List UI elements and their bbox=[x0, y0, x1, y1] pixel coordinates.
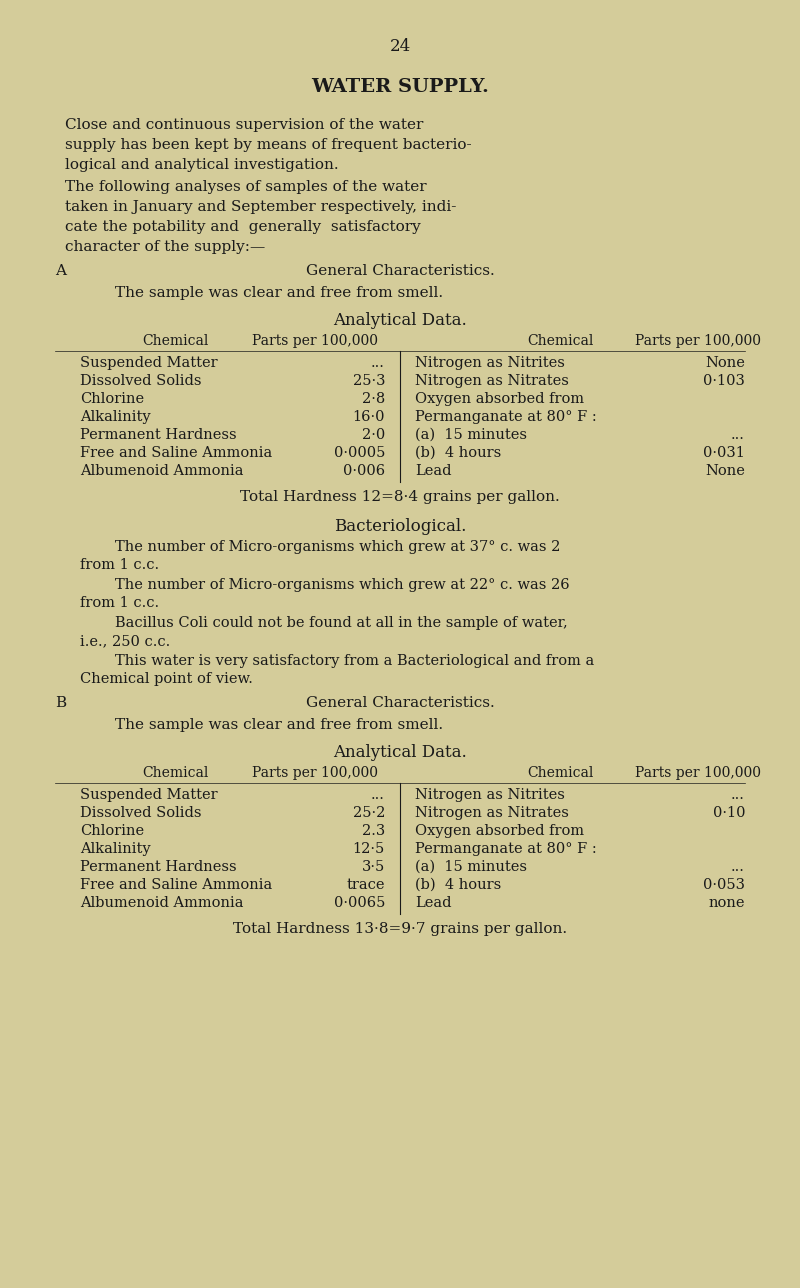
Text: The number of Micro-organisms which grew at 37° c. was 2: The number of Micro-organisms which grew… bbox=[115, 540, 560, 554]
Text: Bacteriological.: Bacteriological. bbox=[334, 518, 466, 535]
Text: Chlorine: Chlorine bbox=[80, 392, 144, 406]
Text: Close and continuous supervision of the water: Close and continuous supervision of the … bbox=[65, 118, 423, 131]
Text: supply has been kept by means of frequent bacterio-: supply has been kept by means of frequen… bbox=[65, 138, 472, 152]
Text: 0·0065: 0·0065 bbox=[334, 896, 385, 911]
Text: Oxygen absorbed from: Oxygen absorbed from bbox=[415, 392, 584, 406]
Text: 16·0: 16·0 bbox=[353, 410, 385, 424]
Text: Alkalinity: Alkalinity bbox=[80, 410, 150, 424]
Text: Parts per 100,000: Parts per 100,000 bbox=[252, 334, 378, 348]
Text: (a)  15 minutes: (a) 15 minutes bbox=[415, 428, 527, 442]
Text: 25·3: 25·3 bbox=[353, 374, 385, 388]
Text: 2·8: 2·8 bbox=[362, 392, 385, 406]
Text: ...: ... bbox=[731, 860, 745, 875]
Text: Chlorine: Chlorine bbox=[80, 824, 144, 838]
Text: 0·031: 0·031 bbox=[703, 446, 745, 460]
Text: 25·2: 25·2 bbox=[353, 806, 385, 820]
Text: 0·053: 0·053 bbox=[703, 878, 745, 893]
Text: Permanganate at 80° F :: Permanganate at 80° F : bbox=[415, 842, 597, 857]
Text: Analytical Data.: Analytical Data. bbox=[333, 312, 467, 328]
Text: General Characteristics.: General Characteristics. bbox=[306, 264, 494, 278]
Text: Chemical: Chemical bbox=[142, 334, 208, 348]
Text: Nitrogen as Nitrites: Nitrogen as Nitrites bbox=[415, 788, 565, 802]
Text: 2.3: 2.3 bbox=[362, 824, 385, 838]
Text: Suspended Matter: Suspended Matter bbox=[80, 355, 218, 370]
Text: from 1 c.c.: from 1 c.c. bbox=[80, 596, 159, 611]
Text: Permanganate at 80° F :: Permanganate at 80° F : bbox=[415, 410, 597, 424]
Text: Parts per 100,000: Parts per 100,000 bbox=[635, 334, 761, 348]
Text: 0·103: 0·103 bbox=[703, 374, 745, 388]
Text: B: B bbox=[55, 696, 66, 710]
Text: ...: ... bbox=[371, 355, 385, 370]
Text: Dissolved Solids: Dissolved Solids bbox=[80, 374, 202, 388]
Text: (b)  4 hours: (b) 4 hours bbox=[415, 446, 502, 460]
Text: logical and analytical investigation.: logical and analytical investigation. bbox=[65, 158, 338, 173]
Text: 3·5: 3·5 bbox=[362, 860, 385, 875]
Text: cate the potability and  generally  satisfactory: cate the potability and generally satisf… bbox=[65, 220, 421, 234]
Text: Chemical: Chemical bbox=[527, 334, 593, 348]
Text: Permanent Hardness: Permanent Hardness bbox=[80, 860, 237, 875]
Text: i.e., 250 c.c.: i.e., 250 c.c. bbox=[80, 634, 170, 648]
Text: Total Hardness 13·8=9·7 grains per gallon.: Total Hardness 13·8=9·7 grains per gallo… bbox=[233, 922, 567, 936]
Text: (b)  4 hours: (b) 4 hours bbox=[415, 878, 502, 893]
Text: A: A bbox=[55, 264, 66, 278]
Text: Oxygen absorbed from: Oxygen absorbed from bbox=[415, 824, 584, 838]
Text: 24: 24 bbox=[390, 39, 410, 55]
Text: Suspended Matter: Suspended Matter bbox=[80, 788, 218, 802]
Text: Nitrogen as Nitrates: Nitrogen as Nitrates bbox=[415, 806, 569, 820]
Text: Parts per 100,000: Parts per 100,000 bbox=[252, 766, 378, 781]
Text: General Characteristics.: General Characteristics. bbox=[306, 696, 494, 710]
Text: Permanent Hardness: Permanent Hardness bbox=[80, 428, 237, 442]
Text: Free and Saline Ammonia: Free and Saline Ammonia bbox=[80, 446, 272, 460]
Text: from 1 c.c.: from 1 c.c. bbox=[80, 558, 159, 572]
Text: 0·006: 0·006 bbox=[343, 464, 385, 478]
Text: Parts per 100,000: Parts per 100,000 bbox=[635, 766, 761, 781]
Text: Albumenoid Ammonia: Albumenoid Ammonia bbox=[80, 464, 243, 478]
Text: The sample was clear and free from smell.: The sample was clear and free from smell… bbox=[115, 717, 443, 732]
Text: 2·0: 2·0 bbox=[362, 428, 385, 442]
Text: ...: ... bbox=[371, 788, 385, 802]
Text: The following analyses of samples of the water: The following analyses of samples of the… bbox=[65, 180, 426, 194]
Text: none: none bbox=[709, 896, 745, 911]
Text: WATER SUPPLY.: WATER SUPPLY. bbox=[311, 79, 489, 97]
Text: Dissolved Solids: Dissolved Solids bbox=[80, 806, 202, 820]
Text: This water is very satisfactory from a Bacteriological and from a: This water is very satisfactory from a B… bbox=[115, 654, 594, 668]
Text: trace: trace bbox=[346, 878, 385, 893]
Text: Chemical: Chemical bbox=[527, 766, 593, 781]
Text: Analytical Data.: Analytical Data. bbox=[333, 744, 467, 761]
Text: ...: ... bbox=[731, 428, 745, 442]
Text: Alkalinity: Alkalinity bbox=[80, 842, 150, 857]
Text: 0·0005: 0·0005 bbox=[334, 446, 385, 460]
Text: None: None bbox=[705, 355, 745, 370]
Text: Nitrogen as Nitrates: Nitrogen as Nitrates bbox=[415, 374, 569, 388]
Text: Nitrogen as Nitrites: Nitrogen as Nitrites bbox=[415, 355, 565, 370]
Text: Bacillus Coli could not be found at all in the sample of water,: Bacillus Coli could not be found at all … bbox=[115, 616, 568, 630]
Text: taken in January and September respectively, indi-: taken in January and September respectiv… bbox=[65, 200, 456, 214]
Text: Chemical: Chemical bbox=[142, 766, 208, 781]
Text: Albumenoid Ammonia: Albumenoid Ammonia bbox=[80, 896, 243, 911]
Text: (a)  15 minutes: (a) 15 minutes bbox=[415, 860, 527, 875]
Text: character of the supply:—: character of the supply:— bbox=[65, 240, 266, 254]
Text: Chemical point of view.: Chemical point of view. bbox=[80, 672, 253, 687]
Text: 12·5: 12·5 bbox=[353, 842, 385, 857]
Text: Lead: Lead bbox=[415, 896, 451, 911]
Text: The number of Micro-organisms which grew at 22° c. was 26: The number of Micro-organisms which grew… bbox=[115, 578, 570, 592]
Text: The sample was clear and free from smell.: The sample was clear and free from smell… bbox=[115, 286, 443, 300]
Text: ...: ... bbox=[731, 788, 745, 802]
Text: Free and Saline Ammonia: Free and Saline Ammonia bbox=[80, 878, 272, 893]
Text: Lead: Lead bbox=[415, 464, 451, 478]
Text: Total Hardness 12=8·4 grains per gallon.: Total Hardness 12=8·4 grains per gallon. bbox=[240, 489, 560, 504]
Text: None: None bbox=[705, 464, 745, 478]
Text: 0·10: 0·10 bbox=[713, 806, 745, 820]
